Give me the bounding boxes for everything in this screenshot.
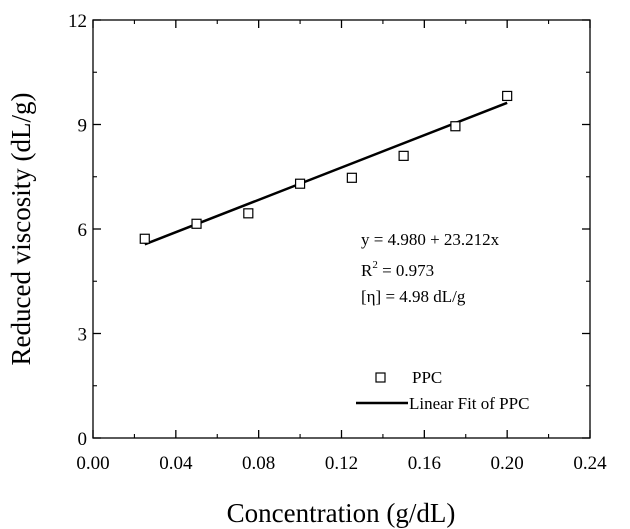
fit-equation: y = 4.980 + 23.212x [361,230,500,249]
x-tick-label: 0.08 [242,453,275,474]
legend-label-fit: Linear Fit of PPC [409,394,529,413]
data-point [191,218,202,229]
r-squared: R2 = 0.973 [361,259,434,280]
x-tick-label: 0.00 [76,453,109,474]
x-tick-label: 0.16 [408,453,441,474]
r-squared-value: = 0.973 [378,261,434,280]
data-points-layer [139,90,513,244]
data-point [502,90,513,102]
legend-marker-ppc [375,372,386,383]
data-point [346,172,357,183]
x-tick-label: 0.24 [573,453,607,474]
legend-label-ppc: PPC [412,368,442,387]
x-axis-ticks: 0.00 0.04 0.08 0.12 0.16 0.20 0.24 [76,20,607,474]
x-tick-label: 0.04 [159,453,193,474]
x-tick-label: 0.12 [325,453,358,474]
y-tick-label: 0 [78,429,88,450]
y-tick-label: 9 [78,116,88,137]
data-point [450,121,461,132]
y-tick-label: 6 [78,220,88,241]
plot-frame [92,19,591,439]
data-point [243,208,254,219]
y-tick-label: 3 [78,325,88,346]
y-axis-ticks: 0 3 6 9 12 [68,11,590,450]
legend: PPC Linear Fit of PPC [356,368,529,413]
intrinsic-viscosity: [η] = 4.98 dL/g [361,287,466,306]
y-axis-title: Reduced viscosity (dL/g) [6,93,36,366]
x-tick-label: 0.20 [491,453,524,474]
r-squared-prefix: R [361,261,373,280]
data-point [139,233,150,244]
y-tick-label: 12 [68,11,87,32]
linear-fit-line [144,101,508,246]
data-point [398,150,409,161]
x-axis-title: Concentration (g/dL) [227,498,456,528]
r-squared-superscript: 2 [372,259,378,271]
fit-line-layer [144,101,508,246]
data-point [294,178,306,189]
